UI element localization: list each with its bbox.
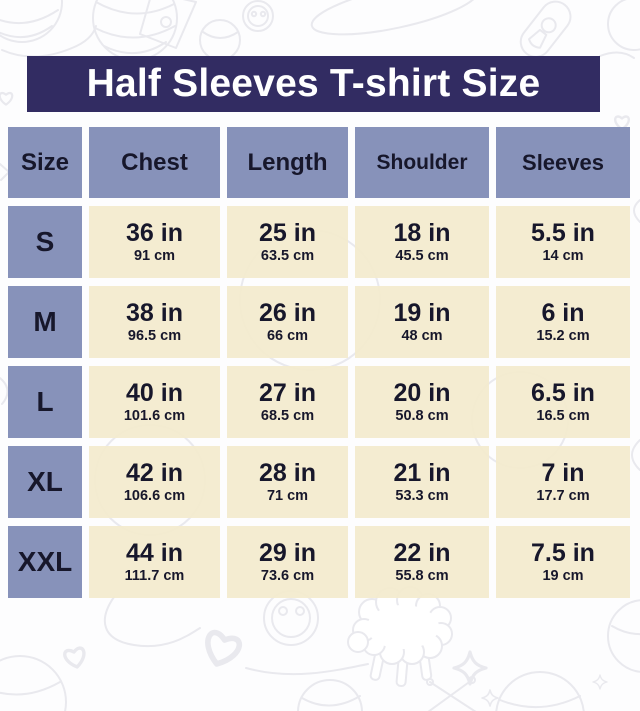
button-icon — [242, 0, 274, 32]
thread-with-heart-icon — [103, 596, 369, 676]
row-label-m: M — [8, 286, 82, 358]
inches-value: 42 in — [126, 458, 183, 487]
cell-l-sleeves: 6.5 in 16.5 cm — [496, 366, 630, 438]
inches-value: 28 in — [259, 458, 316, 487]
cm-value: 48 cm — [401, 327, 443, 344]
cell-xl-chest: 42 in 106.6 cm — [89, 446, 220, 518]
inches-value: 22 in — [393, 538, 451, 567]
cm-value: 19 cm — [542, 567, 584, 584]
yarn-ball-icon — [0, 0, 97, 58]
cm-value: 66 cm — [266, 327, 309, 344]
cm-value: 106.6 cm — [123, 487, 186, 504]
inches-value: 44 in — [126, 538, 183, 567]
inches-value: 20 in — [393, 378, 451, 407]
cell-s-length: 25 in 63.5 cm — [227, 206, 348, 278]
inches-value: 7.5 in — [531, 538, 595, 567]
cm-value: 45.5 cm — [395, 247, 449, 264]
cm-value: 16.5 cm — [536, 407, 590, 424]
safety-pin-icon — [519, 0, 572, 58]
cm-value: 73.6 cm — [260, 567, 315, 584]
cm-value: 50.8 cm — [395, 407, 449, 424]
doodle-mark — [631, 439, 640, 471]
sparkle-icon — [481, 689, 499, 707]
sparkle-icon — [592, 674, 608, 690]
yarn-ball-icon — [297, 679, 363, 711]
sheep-icon — [347, 586, 453, 688]
needle-skein-icon — [310, 0, 480, 36]
inches-value: 25 in — [259, 218, 316, 247]
inches-value: 5.5 in — [531, 218, 595, 247]
cell-s-chest: 36 in 91 cm — [89, 206, 220, 278]
cm-value: 17.7 cm — [536, 487, 590, 504]
yarn-ball-icon — [599, 0, 640, 59]
cm-value: 96.5 cm — [127, 327, 182, 344]
column-header-size: Size — [8, 127, 82, 198]
title-banner: Half Sleeves T-shirt Size — [27, 56, 600, 112]
column-header-chest: Chest — [89, 127, 220, 198]
cell-xxl-sleeves: 7.5 in 19 cm — [496, 526, 630, 598]
cell-s-sleeves: 5.5 in 14 cm — [496, 206, 630, 278]
row-label-l: L — [8, 366, 82, 438]
inches-value: 6 in — [541, 298, 585, 327]
column-header-length: Length — [227, 127, 348, 198]
size-chart-table: Size Chest Length Shoulder Sleeves S 36 … — [8, 127, 630, 598]
cm-value: 71 cm — [266, 487, 309, 504]
yarn-ball-icon — [0, 655, 67, 711]
button-icon — [263, 590, 319, 646]
inches-value: 29 in — [259, 538, 316, 567]
row-label-xxl: XXL — [8, 526, 82, 598]
heart-icon — [0, 91, 14, 106]
row-label-s: S — [8, 206, 82, 278]
cell-xxl-length: 29 in 73.6 cm — [227, 526, 348, 598]
cm-value: 111.7 cm — [124, 567, 185, 584]
cell-s-shoulder: 18 in 45.5 cm — [355, 206, 489, 278]
inches-value: 40 in — [126, 378, 183, 407]
cm-value: 14 cm — [542, 247, 584, 264]
cell-l-shoulder: 20 in 50.8 cm — [355, 366, 489, 438]
inches-value: 38 in — [126, 298, 183, 327]
cm-value: 68.5 cm — [260, 407, 315, 424]
yarn-ball-icon — [607, 599, 640, 673]
inches-value: 18 in — [393, 218, 451, 247]
inches-value: 6.5 in — [531, 378, 595, 407]
cm-value: 55.8 cm — [395, 567, 449, 584]
inches-value: 21 in — [393, 458, 451, 487]
cell-xl-sleeves: 7 in 17.7 cm — [496, 446, 630, 518]
yarn-ball-icon — [92, 0, 241, 61]
cell-xxl-chest: 44 in 111.7 cm — [89, 526, 220, 598]
heart-icon — [62, 645, 89, 671]
inches-value: 26 in — [259, 298, 316, 327]
cm-value: 53.3 cm — [395, 487, 449, 504]
cell-m-shoulder: 19 in 48 cm — [355, 286, 489, 358]
doodle-mark — [0, 377, 9, 405]
cm-value: 91 cm — [133, 247, 176, 264]
cell-l-chest: 40 in 101.6 cm — [89, 366, 220, 438]
inches-value: 27 in — [259, 378, 316, 407]
cell-xl-length: 28 in 71 cm — [227, 446, 348, 518]
cm-value: 63.5 cm — [260, 247, 315, 264]
cell-m-length: 26 in 66 cm — [227, 286, 348, 358]
cell-m-chest: 38 in 96.5 cm — [89, 286, 220, 358]
inches-value: 36 in — [126, 218, 183, 247]
column-header-sleeves: Sleeves — [496, 127, 630, 198]
cell-xl-shoulder: 21 in 53.3 cm — [355, 446, 489, 518]
column-header-shoulder: Shoulder — [355, 127, 489, 198]
cm-value: 101.6 cm — [123, 407, 186, 424]
crossed-needles-icon — [426, 676, 477, 711]
cm-value: 15.2 cm — [536, 327, 590, 344]
inches-value: 19 in — [393, 298, 451, 327]
cell-l-length: 27 in 68.5 cm — [227, 366, 348, 438]
inches-value: 7 in — [541, 458, 585, 487]
yarn-ball-icon — [495, 671, 585, 711]
row-label-xl: XL — [8, 446, 82, 518]
page-title: Half Sleeves T-shirt Size — [86, 62, 541, 105]
cell-xxl-shoulder: 22 in 55.8 cm — [355, 526, 489, 598]
cell-m-sleeves: 6 in 15.2 cm — [496, 286, 630, 358]
doodle-mark — [633, 199, 640, 223]
